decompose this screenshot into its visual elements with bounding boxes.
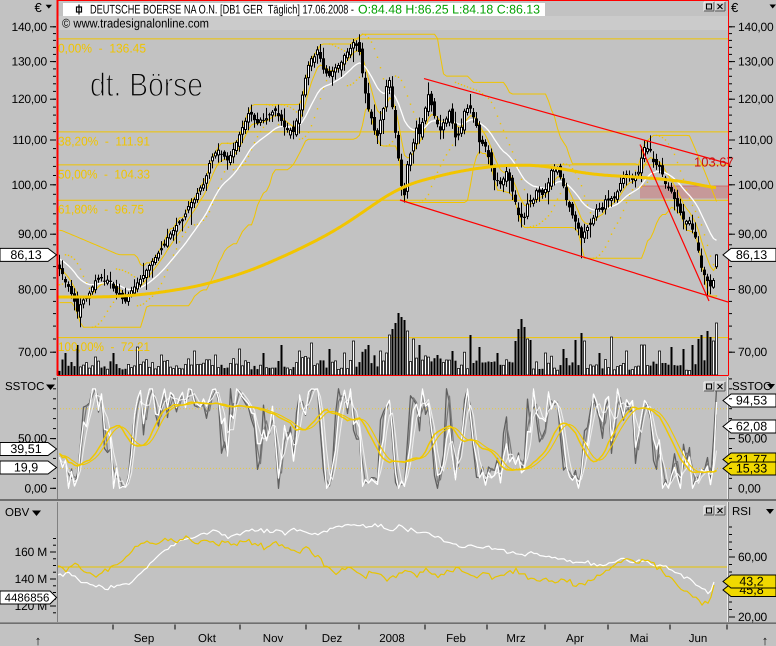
svg-text:Nov: Nov (263, 633, 284, 645)
svg-text:19,9: 19,9 (14, 461, 38, 475)
svg-text:20,00: 20,00 (738, 610, 768, 624)
svg-text:© www.tradesignalonline.com: © www.tradesignalonline.com (62, 17, 209, 31)
svg-text:15,33: 15,33 (736, 462, 767, 476)
svg-text:120,00: 120,00 (11, 92, 47, 106)
svg-text:90,00: 90,00 (738, 227, 768, 241)
svg-text:110,00: 110,00 (12, 133, 47, 147)
svg-text:130,00: 130,00 (738, 55, 774, 69)
svg-text:€: € (731, 0, 739, 15)
svg-text:80,00: 80,00 (738, 283, 768, 297)
svg-text:130,00: 130,00 (11, 55, 47, 69)
svg-text:62,08: 62,08 (736, 420, 767, 434)
svg-text:Okt: Okt (198, 633, 217, 645)
svg-text:50,00: 50,00 (738, 432, 768, 446)
svg-text:€: € (35, 0, 43, 15)
svg-text:4486856: 4486856 (5, 593, 50, 605)
svg-text:100,00% - 72.21: 100,00% - 72.21 (58, 340, 150, 354)
svg-text:Apr: Apr (566, 633, 584, 645)
svg-text:140,00: 140,00 (11, 20, 47, 34)
svg-text:OBV: OBV (5, 507, 30, 519)
svg-text:110,00: 110,00 (738, 133, 773, 147)
svg-text:70,00: 70,00 (18, 345, 48, 359)
svg-text:60,00: 60,00 (738, 550, 768, 564)
svg-text:Dez: Dez (322, 633, 343, 645)
svg-text:Sep: Sep (134, 633, 154, 645)
svg-text:O:84.48 H:86.25 L:84.18 C:86.1: O:84.48 H:86.25 L:84.18 C:86.13 (358, 3, 540, 17)
svg-text:140 M: 140 M (15, 572, 48, 586)
svg-text:0,00% - 136.45: 0,00% - 136.45 (58, 41, 146, 55)
svg-text:86,13: 86,13 (10, 248, 41, 262)
svg-text:160 M: 160 M (15, 545, 48, 559)
svg-text:2008: 2008 (379, 633, 405, 645)
svg-text:Feb: Feb (446, 633, 466, 645)
svg-text:DEUTSCHE BOERSE NA O.N. [DB1 G: DEUTSCHE BOERSE NA O.N. [DB1 GER Täglich… (90, 3, 354, 17)
svg-text:0,00: 0,00 (738, 481, 761, 495)
svg-text:Jun: Jun (689, 633, 708, 645)
svg-text:100,00: 100,00 (738, 178, 774, 192)
svg-text:Mrz: Mrz (506, 633, 525, 645)
svg-text:dt. Börse: dt. Börse (90, 66, 203, 103)
svg-text:39,51: 39,51 (10, 442, 41, 456)
svg-text:70,00: 70,00 (738, 345, 768, 359)
svg-text:RSI: RSI (732, 506, 751, 518)
svg-text:120,00: 120,00 (738, 92, 774, 106)
svg-text:↑: ↑ (762, 633, 769, 646)
svg-text:90,00: 90,00 (18, 227, 48, 241)
svg-text:86,13: 86,13 (736, 248, 767, 262)
svg-text:94,53: 94,53 (736, 394, 767, 408)
svg-text:0,00: 0,00 (24, 481, 47, 495)
svg-text:80,00: 80,00 (18, 283, 48, 297)
svg-text:38,20% - 111.91: 38,20% - 111.91 (58, 134, 150, 148)
svg-text:61,80% - 96.75: 61,80% - 96.75 (58, 203, 144, 217)
svg-text:100,00: 100,00 (11, 178, 47, 192)
svg-text:140,00: 140,00 (738, 20, 774, 34)
svg-text:Mai: Mai (630, 633, 649, 645)
svg-text:SSTOC: SSTOC (5, 381, 44, 393)
svg-text:↑: ↑ (35, 633, 42, 646)
svg-text:50,00% - 104.33: 50,00% - 104.33 (58, 167, 150, 181)
svg-text:SSTOC: SSTOC (732, 381, 771, 393)
svg-text:43,2: 43,2 (739, 575, 763, 589)
svg-text:dt. Börse: dt. Börse (90, 66, 203, 103)
svg-text:103.67: 103.67 (694, 155, 734, 170)
